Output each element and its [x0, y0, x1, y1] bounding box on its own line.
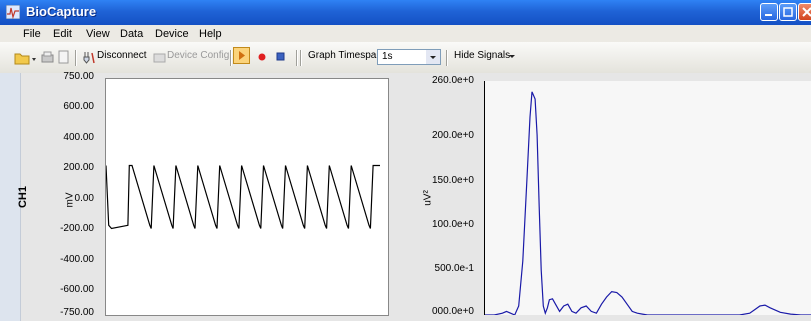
tick-label: 200.00	[63, 162, 94, 173]
tick-label: -400.00	[60, 254, 94, 265]
channel-strip	[0, 73, 21, 321]
menu-help[interactable]: Help	[199, 28, 222, 40]
hide-signals-button[interactable]: Hide Signals	[454, 50, 511, 61]
channel-label: CH1	[17, 185, 29, 209]
chart-area: CH1 mV 750.00 600.00 400.00 200.00 0.00 …	[0, 71, 811, 321]
close-button[interactable]	[798, 3, 811, 21]
print-icon[interactable]	[40, 50, 54, 66]
tick-label: 400.00	[63, 132, 94, 143]
tick-label: 600.00	[63, 101, 94, 112]
minimize-icon	[765, 14, 772, 16]
menu-data[interactable]: Data	[120, 28, 144, 40]
play-icon	[239, 51, 245, 60]
tick-label: 100.0e+0	[432, 219, 474, 230]
tick-label: -200.00	[60, 223, 94, 234]
tick-label: 260.0e+0	[432, 75, 474, 86]
timespan-value: 1s	[382, 51, 393, 62]
stop-icon[interactable]	[275, 51, 289, 65]
dropdown-arrow-icon	[509, 55, 515, 58]
title-bar: BioCapture	[0, 0, 811, 26]
right-unit-label: uV²	[422, 190, 434, 206]
tick-label: 500.0e-1	[434, 263, 474, 274]
disconnect-icon	[83, 52, 95, 64]
right-plot	[484, 81, 811, 316]
app-logo-icon	[6, 5, 20, 19]
timespan-select[interactable]: 1s	[377, 49, 441, 65]
tick-label: -600.00	[60, 284, 94, 295]
window-title: BioCapture	[26, 4, 97, 19]
maximize-button[interactable]	[779, 3, 797, 21]
record-icon[interactable]	[256, 51, 270, 65]
menu-edit[interactable]: Edit	[53, 28, 72, 40]
tick-label: 150.0e+0	[432, 175, 474, 186]
tick-label: 000.0e+0	[432, 306, 474, 317]
menu-device[interactable]: Device	[155, 28, 189, 40]
tick-label: 200.0e+0	[432, 130, 474, 141]
disconnect-button[interactable]: Disconnect	[97, 50, 147, 61]
tick-label: 0.00	[74, 193, 94, 204]
minimize-button[interactable]	[760, 3, 778, 21]
menu-file[interactable]: File	[23, 28, 41, 40]
graph-timespan-label: Graph Timespan	[308, 50, 382, 61]
left-plot	[105, 78, 389, 316]
menu-bar: File Edit View Data Device Help	[0, 25, 811, 42]
page-icon[interactable]	[58, 50, 70, 66]
menu-view[interactable]: View	[86, 28, 110, 40]
tick-label: -750.00	[60, 307, 94, 318]
spectrum-chart	[484, 91, 811, 316]
chevron-down-icon	[426, 50, 440, 64]
open-folder-icon[interactable]	[14, 50, 36, 66]
series-line	[484, 91, 811, 316]
maximize-icon	[783, 7, 793, 17]
device-config-icon	[153, 53, 166, 63]
series-line	[105, 164, 380, 230]
left-waveform	[105, 164, 380, 230]
play-button[interactable]	[233, 47, 250, 64]
tick-label: 750.00	[63, 71, 94, 82]
toolbar: Disconnect Device Config Graph Timespan …	[0, 42, 811, 74]
right-y-axis	[484, 81, 485, 315]
device-config-button[interactable]: Device Config	[167, 50, 230, 61]
close-icon	[802, 7, 811, 17]
